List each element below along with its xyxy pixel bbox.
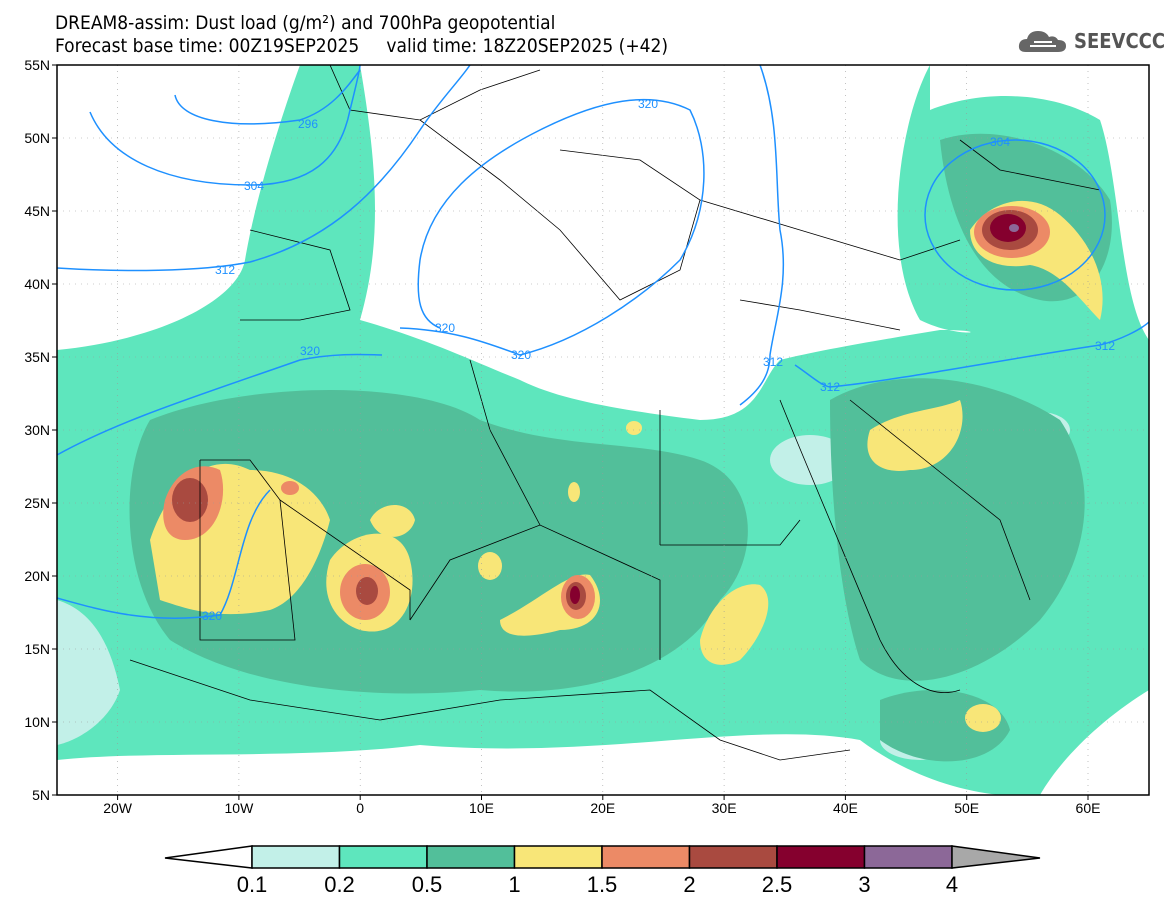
lat-label: 5N: [32, 787, 50, 803]
lat-label: 15N: [24, 641, 50, 657]
lon-label: 30E: [712, 800, 737, 816]
contour-label: 312: [215, 263, 235, 277]
colorbar-tick-label: 2.5: [762, 872, 793, 897]
lon-label: 10E: [469, 800, 494, 816]
colorbar-tick-label: 4: [946, 872, 958, 897]
contour-label: 320: [511, 348, 531, 362]
contour-label: 304: [244, 179, 264, 193]
colorbar-swatch: [776, 845, 866, 869]
lon-label: 10W: [225, 800, 255, 816]
colorbar-under-arrow: [164, 845, 253, 869]
colorbar: 0.1 0.2 0.5 1 1.5 2 2.5 3 4: [164, 845, 1041, 897]
colorbar-swatch: [426, 845, 516, 869]
lat-label: 10N: [24, 714, 50, 730]
no-dust-west-atlantic: [57, 65, 300, 350]
colorbar-swatch: [338, 845, 428, 869]
lat-label: 50N: [24, 130, 50, 146]
colorbar-tick-label: 2: [683, 872, 695, 897]
lat-label: 25N: [24, 495, 50, 511]
colorbar-swatch: [863, 845, 953, 869]
contour-label: 320: [435, 321, 455, 335]
no-dust-southeast: [1040, 690, 1149, 795]
no-dust-far-west: [57, 600, 120, 745]
contour-label: 320: [202, 609, 222, 623]
colorbar-tick-label: 3: [858, 872, 870, 897]
logo-text: SEEVCCC: [1074, 29, 1165, 53]
lat-label: 55N: [24, 57, 50, 73]
lat-label: 30N: [24, 422, 50, 438]
lat-label: 40N: [24, 276, 50, 292]
forecast-time: Forecast base time: 00Z19SEP2025 valid t…: [55, 35, 669, 57]
geopotential-contours: [57, 65, 1149, 620]
contour-label: 312: [1095, 339, 1115, 353]
colorbar-tick-label: 1: [508, 872, 520, 897]
contour-label: 320: [300, 344, 320, 358]
colorbar-tick-label: 0.5: [412, 872, 443, 897]
lon-label: 20E: [590, 800, 615, 816]
colorbar-tick-label: 0.1: [237, 872, 268, 897]
colorbar-over-arrow: [951, 845, 1041, 869]
contour-label: 296: [298, 117, 318, 131]
lon-label: 20W: [103, 800, 133, 816]
colorbar-swatch: [513, 845, 603, 869]
dust-field: 296 304 312 320 320 320 320 320 312 312 …: [57, 65, 1149, 795]
colorbar-swatch: [251, 845, 341, 869]
seevccc-logo: SEEVCCC: [1018, 28, 1165, 54]
no-dust-europe-med: [360, 65, 971, 420]
no-dust-northeast: [930, 65, 1149, 340]
map-title: DREAM8-assim: Dust load (g/m²) and 700hP…: [55, 12, 556, 34]
colorbar-swatch: [688, 845, 778, 869]
colorbar-tick-label: 0.2: [324, 872, 355, 897]
contour-label: 320: [638, 97, 658, 111]
colorbar-tick-label: 1.5: [587, 872, 618, 897]
cloud-icon: [1018, 31, 1066, 52]
colorbar-swatch: [601, 845, 691, 869]
lat-label: 35N: [24, 349, 50, 365]
lat-label: 45N: [24, 203, 50, 219]
contour-label: 312: [763, 355, 783, 369]
lon-label: 40E: [833, 800, 858, 816]
country-borders: [129, 65, 1101, 761]
lon-label: 50E: [954, 800, 979, 816]
contour-labels: 296 304 312 320 320 320 320 320 312 312 …: [202, 97, 1115, 623]
contour-label: 312: [820, 380, 840, 394]
lat-label: 20N: [24, 568, 50, 584]
lon-label: 60E: [1076, 800, 1101, 816]
lon-label: 0: [356, 800, 364, 816]
contour-label: 304: [990, 135, 1010, 149]
no-dust-south: [57, 734, 1000, 795]
